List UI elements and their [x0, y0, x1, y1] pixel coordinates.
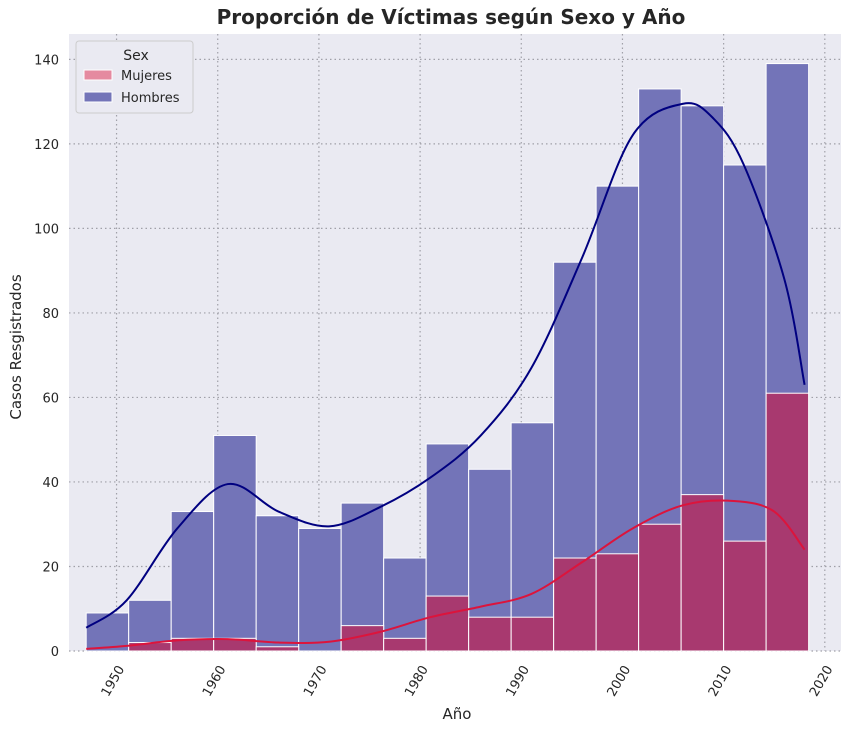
chart-title: Proporción de Víctimas según Sexo y Año [217, 5, 686, 29]
y-tick-label: 80 [42, 307, 59, 322]
bar-mujeres [510, 616, 555, 652]
bar-mujeres [765, 392, 810, 652]
legend-swatch-hombres [83, 91, 113, 103]
y-tick-label: 60 [42, 391, 59, 406]
legend-label-hombres: Hombres [121, 91, 180, 106]
bar-hombres [383, 557, 427, 652]
bar-mujeres [383, 637, 427, 652]
bar-mujeres [425, 595, 470, 652]
kde-curves [85, 102, 806, 650]
legend: Sex Mujeres Hombres [75, 40, 194, 114]
bar-mujeres [595, 553, 640, 652]
kde-line-mujeres [86, 499, 806, 650]
y-tick-label: 40 [42, 476, 59, 491]
y-axis-ticks: 0 20 40 60 80 100 120 140 [34, 53, 59, 660]
kde-line-hombres [85, 102, 806, 629]
bar-hombres [170, 511, 215, 652]
bar-hombres [85, 612, 130, 652]
bar-mujeres [213, 637, 257, 652]
y-tick-label: 0 [51, 645, 59, 660]
y-tick-label: 120 [34, 138, 59, 153]
bar-mujeres [553, 557, 597, 652]
bar-mujeres [680, 494, 725, 652]
legend-label-mujeres: Mujeres [121, 69, 172, 84]
bar-mujeres [638, 523, 682, 652]
legend-title: Sex [123, 48, 149, 64]
y-tick-label: 100 [34, 222, 59, 237]
y-axis-label: Casos Resgistrados [7, 274, 25, 419]
bar-hombres [298, 527, 342, 652]
bar-mujeres [468, 616, 512, 652]
bar-hombres [255, 515, 300, 652]
bar-mujeres [255, 646, 300, 652]
y-tick-label: 20 [42, 560, 59, 575]
bar-mujeres [723, 540, 767, 652]
x-axis-label: Año [443, 705, 472, 723]
bar-hombres [213, 434, 257, 652]
y-tick-label: 140 [34, 53, 59, 68]
legend-swatch-mujeres [83, 69, 113, 81]
histogram-bars [85, 63, 810, 652]
